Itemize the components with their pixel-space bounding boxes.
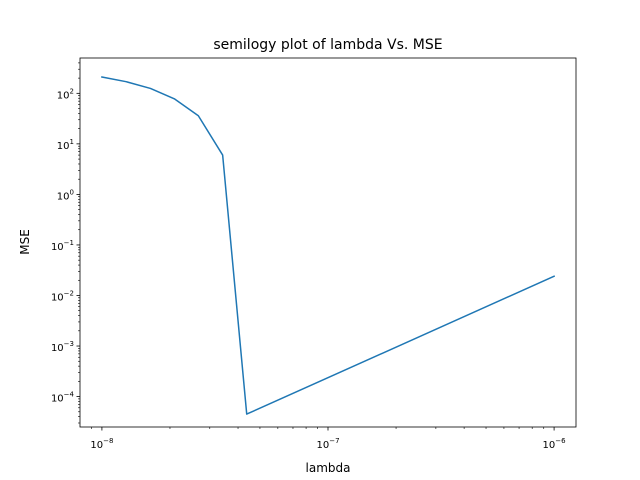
x-tick-label-base: 10: [316, 440, 329, 451]
y-tick-label: 101: [57, 138, 74, 152]
y-tick-label-base: 10: [51, 394, 64, 405]
y-tick-label-exponent: 2: [70, 87, 74, 95]
x-tick-label: 10−7: [316, 437, 339, 451]
y-tick-label-exponent: 0: [70, 188, 74, 196]
plot-area: [101, 76, 556, 415]
x-tick-label-base: 10: [90, 440, 103, 451]
x-tick-label-base: 10: [543, 440, 556, 451]
y-tick-label-base: 10: [57, 191, 70, 202]
y-tick-label-base: 10: [51, 242, 64, 253]
x-tick-label: 10−6: [543, 437, 567, 451]
y-axis-label: MSE: [18, 229, 32, 255]
y-tick-label-base: 10: [57, 90, 70, 101]
y-tick-label-base: 10: [51, 343, 64, 354]
y-tick-label-exponent: −4: [64, 391, 75, 399]
y-tick-label-base: 10: [57, 141, 70, 152]
chart-title: semilogy plot of lambda Vs. MSE: [213, 37, 442, 53]
y-tick-label: 10−3: [51, 340, 74, 354]
x-tick-label-exponent: −6: [555, 437, 566, 445]
y-tick-label: 102: [57, 87, 74, 101]
x-axis-label: lambda: [306, 461, 351, 475]
y-tick-label-exponent: −3: [64, 340, 74, 348]
x-tick-label: 10−8: [90, 437, 113, 451]
y-tick-label: 10−1: [51, 239, 74, 253]
y-tick-label-exponent: −1: [64, 239, 74, 247]
series-line-0: [101, 76, 556, 415]
y-tick-label-exponent: −2: [64, 289, 74, 297]
x-axis: 10−8 10−7 10−6: [90, 427, 566, 451]
y-tick-label: 10−2: [51, 289, 74, 303]
y-tick-label: 10−4: [51, 391, 75, 405]
x-tick-label-exponent: −8: [103, 437, 113, 445]
y-tick-label-base: 10: [51, 292, 64, 303]
x-tick-label-exponent: −7: [329, 437, 339, 445]
y-tick-label-exponent: 1: [70, 138, 74, 146]
y-tick-label: 100: [57, 188, 74, 202]
